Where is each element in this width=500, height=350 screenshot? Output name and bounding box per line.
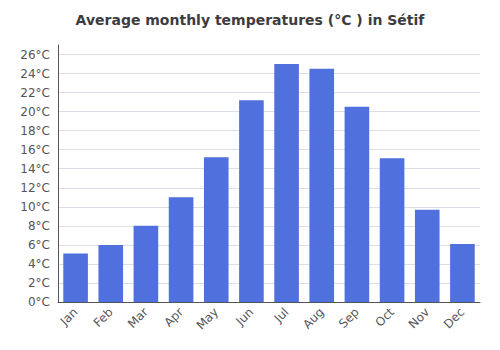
svg-text:Aug: Aug: [300, 305, 326, 331]
svg-text:0°C: 0°C: [28, 295, 50, 309]
svg-text:Mar: Mar: [125, 305, 151, 331]
svg-text:8°C: 8°C: [28, 219, 50, 233]
svg-text:Jun: Jun: [233, 305, 257, 329]
svg-text:14°C: 14°C: [20, 162, 50, 176]
svg-text:6°C: 6°C: [28, 238, 50, 252]
svg-text:Feb: Feb: [91, 305, 116, 330]
svg-text:18°C: 18°C: [20, 124, 50, 138]
svg-text:2°C: 2°C: [28, 276, 50, 290]
svg-text:16°C: 16°C: [20, 143, 50, 157]
svg-text:Jul: Jul: [271, 305, 292, 326]
svg-text:May: May: [194, 305, 221, 332]
svg-text:Jan: Jan: [57, 305, 81, 329]
svg-text:Oct: Oct: [372, 305, 397, 330]
svg-text:Average monthly temperatures (: Average monthly temperatures (°C ) in Sé…: [76, 12, 426, 28]
svg-text:Sep: Sep: [336, 305, 362, 331]
svg-text:Nov: Nov: [406, 305, 432, 331]
svg-text:Apr: Apr: [161, 305, 186, 330]
svg-text:24°C: 24°C: [20, 67, 50, 81]
svg-text:12°C: 12°C: [20, 181, 50, 195]
svg-text:Dec: Dec: [441, 305, 467, 331]
svg-text:22°C: 22°C: [20, 86, 50, 100]
svg-text:10°C: 10°C: [20, 200, 50, 214]
svg-text:20°C: 20°C: [20, 105, 50, 119]
svg-text:4°C: 4°C: [28, 257, 50, 271]
svg-text:26°C: 26°C: [20, 48, 50, 62]
